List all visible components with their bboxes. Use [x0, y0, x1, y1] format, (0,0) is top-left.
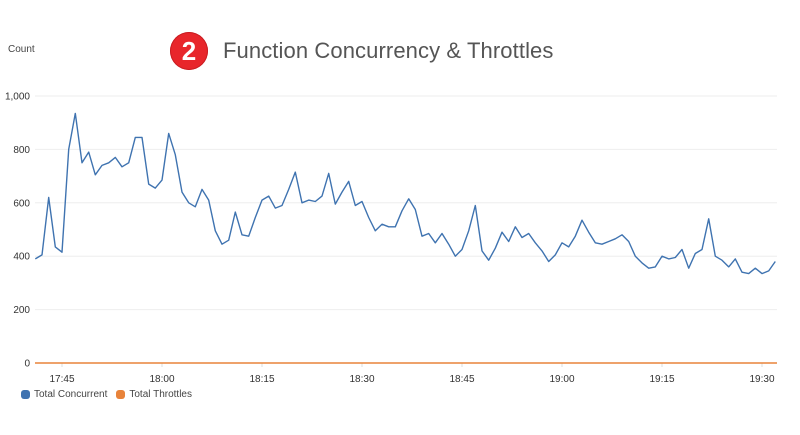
y-axis-ticks: 0 200 400 600 800 1,000 [5, 92, 30, 370]
x-tick-label: 17:45 [49, 374, 74, 385]
legend-label: Total Throttles [129, 389, 192, 400]
x-tick-label: 18:45 [449, 374, 474, 385]
legend-swatch-throttles-icon [116, 390, 126, 399]
x-tick-label: 18:30 [349, 374, 374, 385]
legend-item-total-concurrent[interactable]: Total Concurrent [21, 389, 107, 400]
y-tick-label: 0 [24, 359, 30, 370]
x-axis-ticks: 17:45 18:00 18:15 18:30 18:45 19:00 19:15 19:30 [49, 363, 775, 385]
legend-item-total-throttles[interactable]: Total Throttles [116, 389, 192, 400]
series-total-concurrent-line [34, 112, 776, 275]
data-series [34, 112, 777, 364]
y-tick-label: 1,000 [5, 92, 30, 103]
chart-header: 2 Function Concurrency & Throttles [170, 31, 554, 71]
chart-title: Function Concurrency & Throttles [223, 38, 554, 63]
legend-label: Total Concurrent [34, 389, 108, 400]
gridlines [35, 95, 777, 311]
y-tick-label: 400 [13, 252, 30, 263]
chart-legend: Total Concurrent Total Throttles [21, 389, 201, 400]
step-number-badge: 2 [170, 32, 208, 70]
x-tick-label: 19:15 [649, 374, 674, 385]
x-tick-label: 19:00 [549, 374, 574, 385]
y-tick-label: 600 [13, 198, 30, 209]
x-tick-label: 18:15 [249, 374, 274, 385]
y-tick-label: 800 [13, 145, 30, 156]
legend-swatch-concurrent-icon [21, 390, 30, 399]
y-tick-label: 200 [13, 305, 30, 316]
y-axis-label: Count [8, 44, 35, 55]
x-tick-label: 18:00 [149, 374, 174, 385]
x-tick-label: 19:30 [749, 374, 774, 385]
